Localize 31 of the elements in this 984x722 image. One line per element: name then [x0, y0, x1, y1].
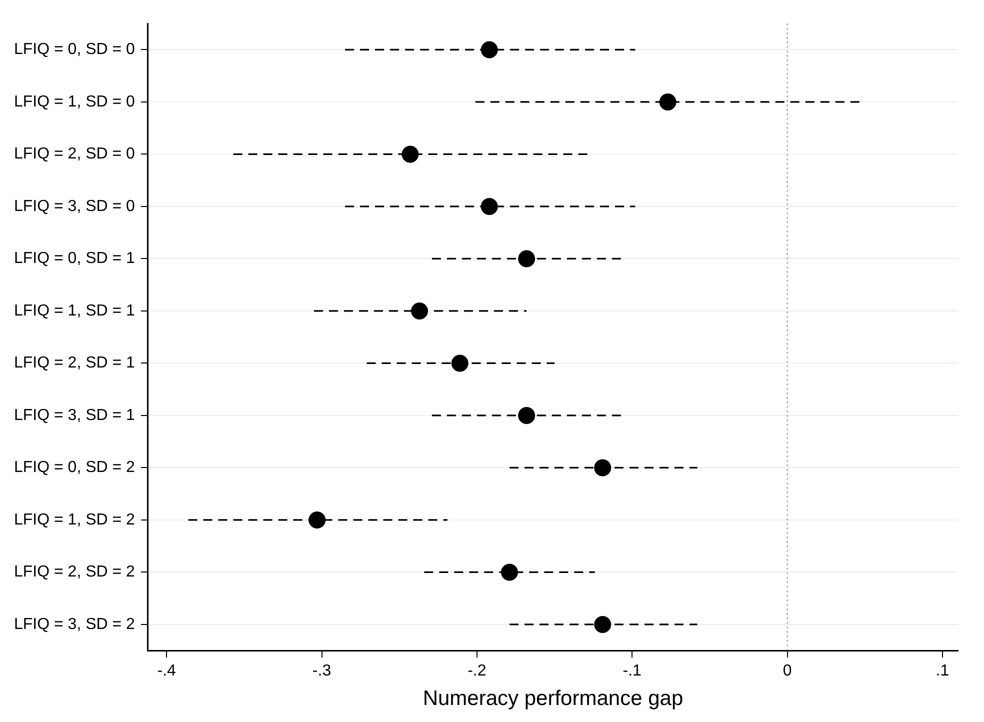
point [594, 616, 612, 633]
point [480, 198, 498, 215]
y-tick-label: LFIQ = 3, SD = 1 [14, 406, 136, 424]
point [402, 146, 419, 163]
y-tick-label: LFIQ = 0, SD = 2 [14, 459, 136, 476]
point [480, 41, 498, 58]
x-tick-label: 0 [782, 662, 792, 680]
y-tick-label: LFIQ = 2, SD = 1 [14, 354, 136, 372]
x-tick-label: -.4 [157, 662, 176, 680]
point [411, 302, 428, 320]
y-tick-label: LFIQ = 1, SD = 2 [14, 511, 136, 528]
x-tick-label: -.2 [468, 662, 486, 680]
x-tick-label: -.1 [622, 662, 642, 680]
y-tick-label: LFIQ = 1, SD = 1 [14, 302, 136, 320]
point [594, 459, 612, 476]
y-tick-label: LFIQ = 3, SD = 2 [14, 616, 136, 633]
y-tick-label: LFIQ = 2, SD = 0 [14, 146, 136, 163]
y-tick-label: LFIQ = 0, SD = 1 [14, 250, 136, 268]
x-tick-label: .1 [936, 662, 950, 680]
point [451, 354, 468, 372]
x-axis-title: Numeracy performance gap [422, 687, 684, 710]
point [308, 511, 326, 528]
y-tick-label: LFIQ = 3, SD = 0 [14, 198, 136, 215]
point [518, 250, 536, 268]
point [518, 406, 536, 424]
y-tick-label: LFIQ = 1, SD = 0 [14, 93, 136, 110]
y-tick-label: LFIQ = 2, SD = 2 [14, 564, 136, 581]
point [501, 564, 518, 581]
point [659, 93, 676, 110]
x-tick-label: -.3 [312, 662, 332, 680]
y-tick-label: LFIQ = 0, SD = 0 [14, 41, 136, 58]
